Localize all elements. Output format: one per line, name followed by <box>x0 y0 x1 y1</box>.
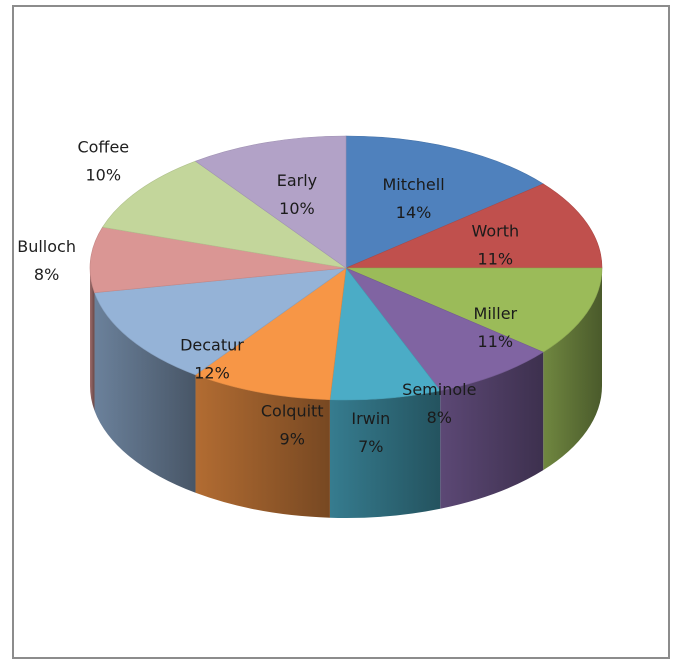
slice-value-bulloch: 8% <box>34 265 59 284</box>
slice-value-decatur: 12% <box>194 364 230 383</box>
slice-label-irwin: Irwin <box>351 409 390 428</box>
slice-label-seminole: Seminole <box>402 380 476 399</box>
pie-slice-decatur <box>94 267 348 376</box>
slice-label-bulloch: Bulloch <box>17 237 76 256</box>
slice-label-early: Early <box>277 171 317 190</box>
slice-label-worth: Worth <box>472 221 520 240</box>
pie-top-faces <box>89 135 603 401</box>
pie-side-bulloch <box>90 268 95 411</box>
slice-value-irwin: 7% <box>358 437 383 456</box>
slice-value-miller: 11% <box>478 332 514 351</box>
pie-slice-worth <box>345 183 603 269</box>
pie-slice-coffee <box>102 160 347 269</box>
slice-label-mitchell: Mitchell <box>382 175 444 194</box>
pie-slice-irwin <box>329 267 441 401</box>
pie-slice-seminole <box>345 267 544 392</box>
pie-slice-mitchell <box>345 135 544 269</box>
slice-value-mitchell: 14% <box>396 203 432 222</box>
slice-value-coffee: 10% <box>86 165 122 184</box>
pie-side-colquitt <box>195 374 330 518</box>
pie-slice-early <box>194 135 347 269</box>
slice-label-decatur: Decatur <box>180 336 244 355</box>
slice-label-coffee: Coffee <box>77 137 129 156</box>
pie-side-seminole <box>440 352 544 509</box>
pie-side-decatur <box>94 292 196 493</box>
pie-slice-miller <box>345 267 603 353</box>
slice-value-seminole: 8% <box>427 408 452 427</box>
slice-value-colquitt: 9% <box>280 429 305 448</box>
pie-labels: Mitchell 14% Worth 11% Miller 11% Seminole 8% Ir… <box>17 137 519 456</box>
pie-side-irwin <box>329 390 441 518</box>
slice-label-miller: Miller <box>474 304 518 323</box>
pie-side-walls <box>90 268 602 518</box>
pie-side-miller <box>543 268 602 471</box>
slice-value-worth: 11% <box>478 249 514 268</box>
slice-value-early: 10% <box>279 199 315 218</box>
slice-label-colquitt: Colquitt <box>261 401 324 420</box>
pie-slice-colquitt <box>194 267 347 401</box>
pie-slice-bulloch <box>89 226 347 294</box>
